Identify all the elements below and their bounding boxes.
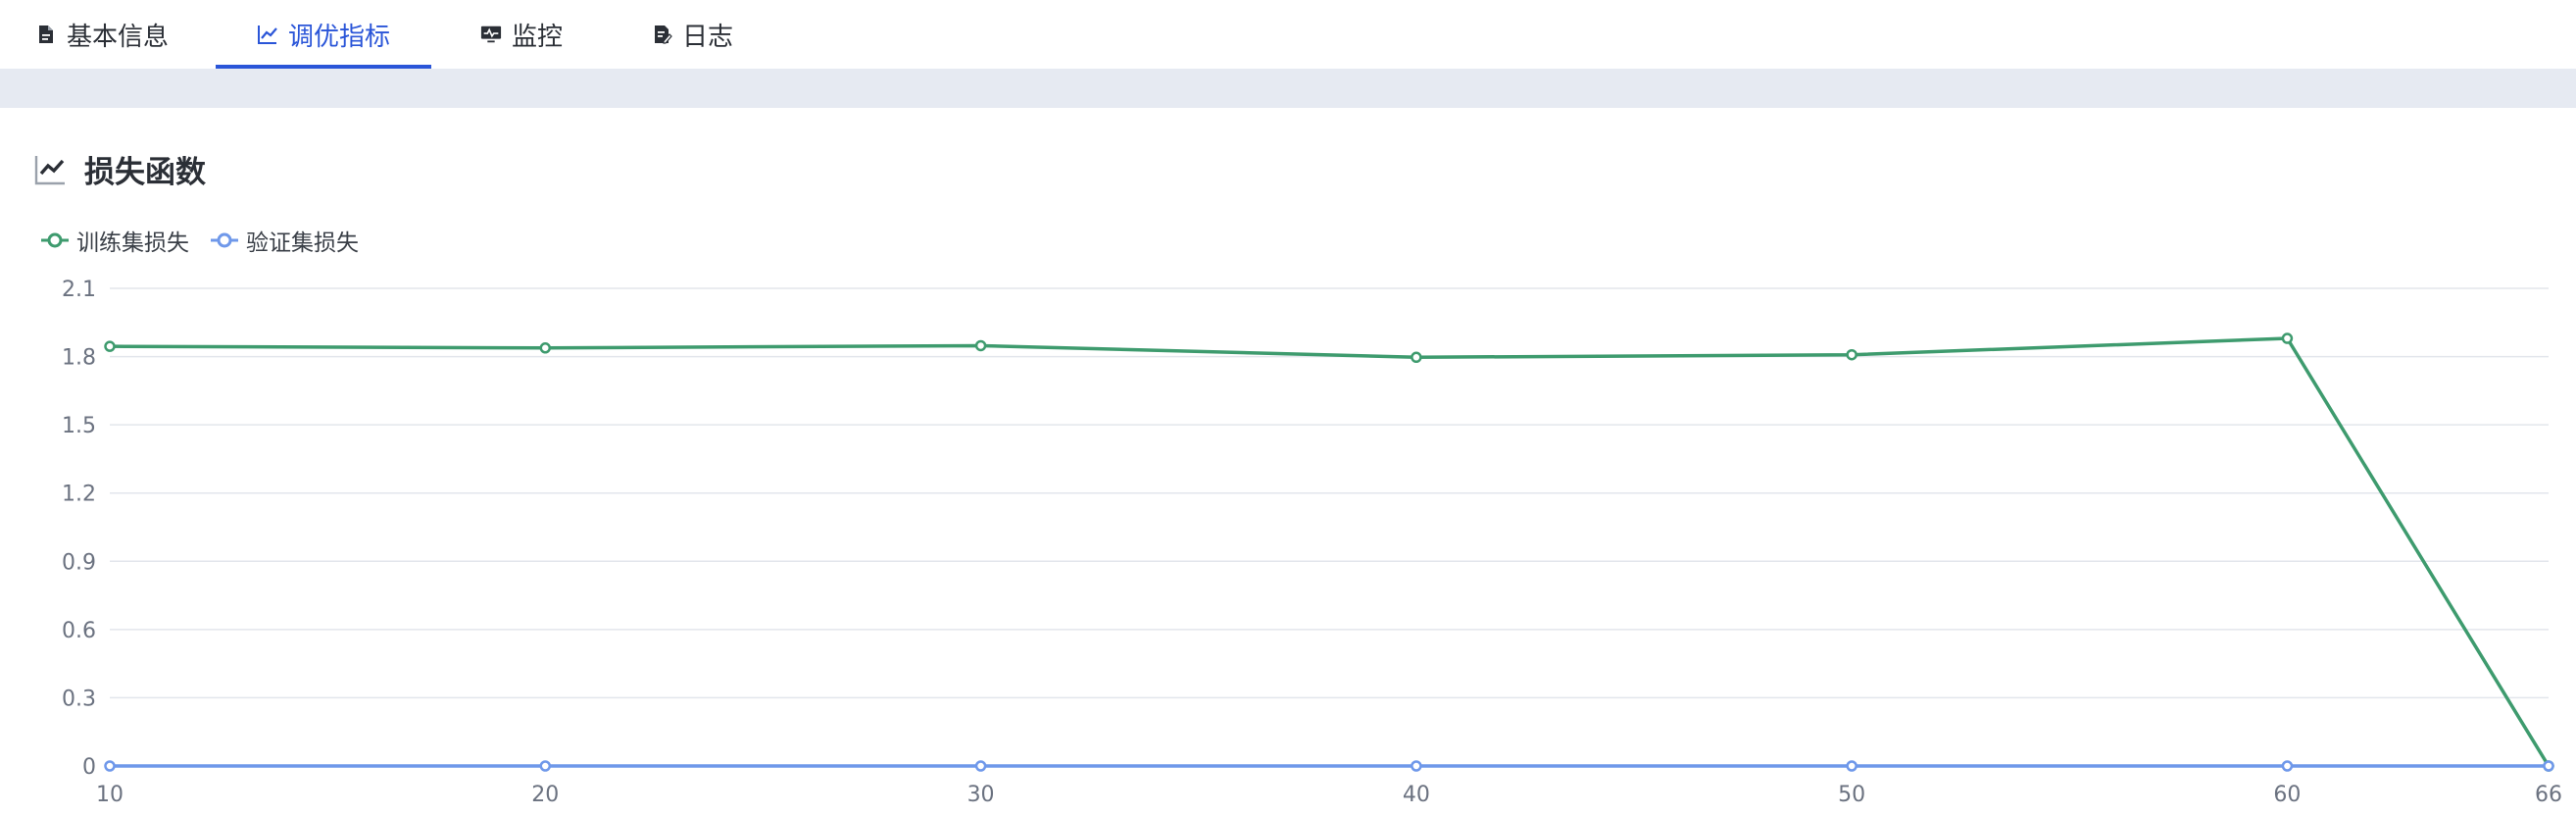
x-tick-label: 66 [2535, 783, 2562, 807]
x-tick-label: 60 [2273, 783, 2301, 807]
data-point-val [104, 760, 116, 772]
data-point-val [2543, 760, 2554, 772]
tab-monitor[interactable]: 监控 [476, 0, 567, 69]
file-text-icon [35, 24, 57, 45]
data-point-val [539, 760, 552, 772]
legend-item-train[interactable]: 训练集损失 [41, 224, 189, 257]
monitor-icon [480, 24, 502, 45]
legend-marker-val [211, 232, 238, 248]
edit-file-icon [651, 24, 672, 45]
x-tick-label: 50 [1838, 783, 1865, 807]
data-point-val [1846, 760, 1858, 772]
y-tick-label: 0 [82, 755, 96, 780]
data-point-train [1846, 348, 1858, 361]
legend-item-val[interactable]: 验证集损失 [211, 224, 359, 257]
line-chart-icon [257, 24, 278, 45]
tab-tuning-metrics[interactable]: 调优指标 [215, 0, 432, 69]
tab-logs[interactable]: 日志 [647, 0, 737, 69]
loss-line-chart: 0 0.3 0.6 0.9 1.2 1.5 1.8 2.1 10 20 30 40 50 60 66 [62, 278, 2562, 807]
data-point-train [104, 340, 116, 352]
data-point-train [539, 342, 552, 354]
x-tick-label: 40 [1403, 783, 1430, 807]
data-point-val [974, 760, 987, 772]
data-point-val [1411, 760, 1422, 772]
tab-label: 监控 [512, 22, 564, 52]
y-tick-label: 0.9 [62, 550, 96, 575]
data-point-train [1411, 351, 1422, 364]
line-chart-icon [33, 154, 67, 185]
tab-label: 调优指标 [288, 22, 391, 52]
y-tick-label: 1.2 [62, 483, 96, 507]
x-tick-label: 20 [531, 783, 559, 807]
chart-legend: 训练集损失 验证集损失 [41, 224, 359, 257]
y-tick-label: 0.3 [62, 687, 96, 711]
legend-label-train: 训练集损失 [76, 230, 189, 256]
chart-section-header: 损失函数 [33, 147, 206, 191]
legend-marker-train [41, 232, 69, 248]
data-point-val [2281, 760, 2294, 772]
y-tick-label: 0.6 [62, 619, 96, 643]
tab-label: 基本信息 [67, 22, 170, 52]
y-tick-label: 1.8 [62, 346, 96, 371]
data-point-train [2281, 332, 2294, 344]
tab-basic-info[interactable]: 基本信息 [31, 0, 173, 69]
y-tick-label: 1.5 [62, 414, 96, 438]
legend-label-val: 验证集损失 [246, 230, 359, 256]
tab-label: 日志 [682, 22, 734, 52]
tab-bar: 基本信息 调优指标 监控 日志 [0, 0, 2576, 69]
chart-title: 损失函数 [84, 155, 206, 190]
series-line-train [109, 336, 2551, 767]
x-tick-label: 30 [967, 783, 995, 807]
y-tick-label: 2.1 [62, 278, 96, 302]
x-tick-label: 10 [96, 783, 124, 807]
section-divider [0, 69, 2576, 108]
data-point-train [974, 339, 987, 352]
